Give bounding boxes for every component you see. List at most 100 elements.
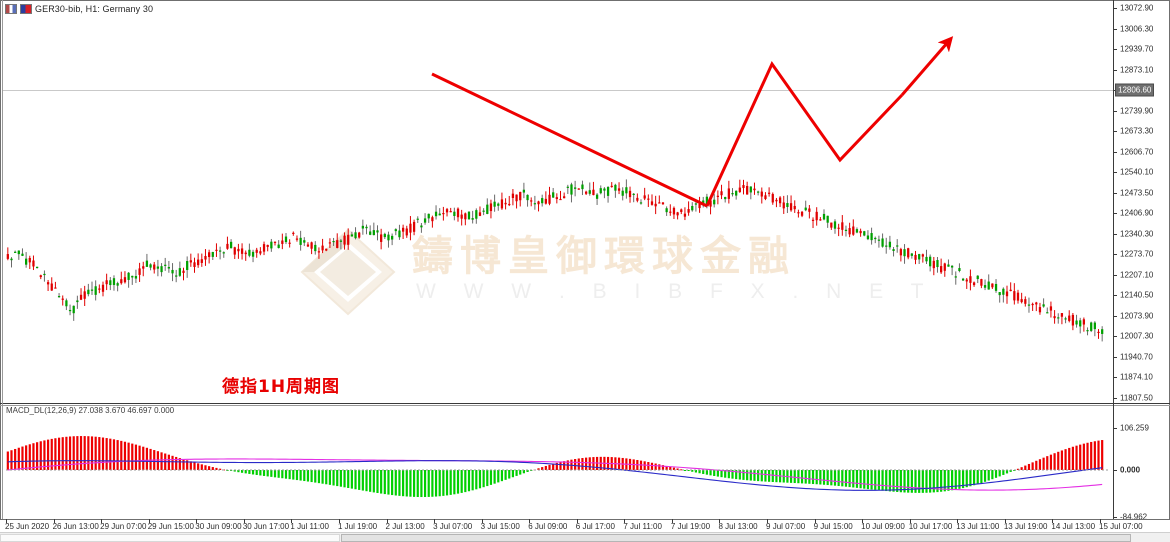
macd-histogram-bar <box>980 470 983 484</box>
time-axis-tick <box>671 519 673 523</box>
macd-histogram-bar <box>932 470 935 493</box>
candle-body <box>475 210 478 219</box>
macd-histogram-bar <box>1002 470 1005 475</box>
candle-body <box>753 188 756 191</box>
price-axis-tick <box>1113 336 1117 338</box>
macd-histogram-bar <box>841 470 844 487</box>
candle-body <box>731 193 734 195</box>
macd-histogram-bar <box>171 455 174 470</box>
price-axis-label: 12073.90 <box>1120 311 1154 321</box>
macd-histogram-bar <box>405 470 408 497</box>
macd-histogram-bar <box>972 470 976 486</box>
macd-histogram-bar <box>830 470 833 486</box>
macd-histogram-bar <box>1038 459 1042 470</box>
candle-body <box>21 253 24 256</box>
macd-histogram-bar <box>859 470 862 489</box>
candle-body <box>892 249 895 251</box>
candle-body <box>918 254 921 260</box>
time-axis-tick <box>862 519 864 523</box>
time-axis-tick <box>529 519 531 523</box>
candle-body <box>453 211 456 216</box>
macd-histogram-bar <box>420 470 423 498</box>
price-axis-tick <box>1113 213 1117 215</box>
candle-body <box>661 202 665 205</box>
candle-body <box>976 275 979 280</box>
candle-body <box>508 203 511 206</box>
candle-body <box>218 250 222 252</box>
candle-body <box>771 194 774 203</box>
macd-histogram-bar <box>17 447 20 470</box>
macd-histogram-bar <box>394 470 397 496</box>
candle-body <box>134 276 138 279</box>
candle-body <box>1057 317 1060 319</box>
price-axis-label: 12207.10 <box>1120 270 1154 280</box>
scrollbar-track[interactable] <box>0 534 340 542</box>
macd-histogram-bar <box>471 470 474 491</box>
macd-histogram-bar <box>1009 470 1012 472</box>
candle-body <box>489 203 493 212</box>
macd-histogram-bar <box>328 470 332 485</box>
macd-pane[interactable] <box>0 405 1170 519</box>
macd-histogram-bar <box>852 470 855 488</box>
candle-body <box>1009 289 1012 292</box>
candle-body <box>559 198 562 201</box>
macd-histogram-bar <box>943 470 946 492</box>
candle-body <box>284 236 288 243</box>
candle-body <box>907 248 910 258</box>
uptrend-zigzag <box>705 61 904 207</box>
macd-histogram-bar <box>833 470 837 486</box>
time-axis-label: 14 Jul 13:00 <box>1051 522 1096 531</box>
time-axis-label: 30 Jun 17:00 <box>242 522 290 531</box>
price-axis-tick <box>1113 172 1117 174</box>
macd-histogram-bar <box>98 437 101 470</box>
macd-histogram-bar <box>156 451 159 470</box>
macd-histogram-bar <box>189 461 192 470</box>
candle-body <box>705 196 709 205</box>
macd-histogram-bar <box>563 461 566 470</box>
macd-histogram-bar <box>270 470 273 477</box>
price-axis-label: 12007.30 <box>1120 331 1154 341</box>
macd-histogram-bar <box>1068 447 1071 470</box>
candle-body <box>859 230 862 234</box>
macd-histogram-bar <box>284 470 288 479</box>
candle-body <box>178 268 181 276</box>
macd-histogram-bar <box>438 470 441 497</box>
macd-histogram-bar <box>936 470 939 493</box>
candle-body <box>1090 322 1093 331</box>
candle-body <box>25 258 28 265</box>
chart-annotation-label: 德指1H周期图 <box>222 377 341 397</box>
price-pane[interactable] <box>0 0 1170 404</box>
macd-histogram-bar <box>548 464 551 470</box>
candle-body <box>211 251 214 257</box>
candle-body <box>533 203 537 205</box>
time-axis-label: 3 Jul 15:00 <box>480 522 520 531</box>
price-axis-label: 12739.90 <box>1120 106 1154 116</box>
candle-body <box>943 263 946 271</box>
candle-body <box>1049 306 1053 311</box>
candle-body <box>127 272 130 280</box>
candle-body <box>896 245 899 247</box>
macd-histogram-bar <box>54 438 57 470</box>
horizontal-scrollbar[interactable] <box>0 532 1170 542</box>
macd-histogram-bar <box>134 444 138 470</box>
candle-body <box>1071 314 1075 326</box>
candle-body <box>628 190 632 198</box>
price-axis-tick <box>1113 8 1117 9</box>
macd-histogram-bar <box>1082 443 1085 470</box>
candle-body <box>965 279 968 282</box>
candle-body <box>449 211 452 213</box>
macd-histogram-bar <box>288 470 291 480</box>
time-axis-label: 1 Jul 19:00 <box>337 522 378 531</box>
macd-label: MACD_DL(12,26,9) 27.038 3.670 46.697 0.0… <box>6 406 175 415</box>
scrollbar-thumb[interactable] <box>341 534 1131 542</box>
time-axis-label: 7 Jul 19:00 <box>670 522 711 531</box>
macd-histogram-bar <box>819 470 822 485</box>
candle-body <box>164 264 167 266</box>
projection-arrow <box>900 36 954 96</box>
macd-histogram-bar <box>987 470 990 481</box>
macd-histogram-bar <box>738 470 741 480</box>
macd-histogram-bar <box>482 470 485 488</box>
candle-body <box>786 203 789 207</box>
macd-histogram-bar <box>1005 470 1009 474</box>
candle-body <box>244 252 247 255</box>
